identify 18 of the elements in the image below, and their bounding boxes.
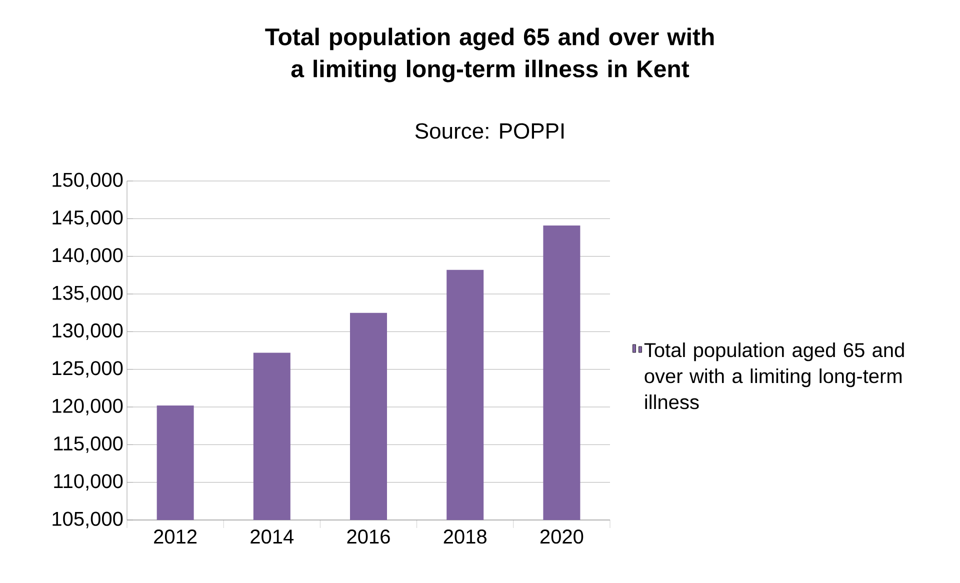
y-tick-label: 135,000	[52, 286, 123, 302]
chart-title: Total population aged 65 and over with a limiting long-term illness in Kent	[265, 28, 714, 82]
y-tick-label: 115,000	[54, 436, 123, 453]
y-tick-label: 120,000	[52, 398, 123, 416]
y-tick-label: 150,000	[52, 172, 123, 190]
x-tick-label: 2016	[347, 530, 390, 544]
x-tick-label: 2012	[154, 530, 197, 544]
y-tick-label: 130,000	[52, 323, 123, 340]
x-tick-label: 2018	[444, 530, 486, 544]
y-tick-label: 145,000	[52, 210, 123, 227]
x-tick-label: 2014	[250, 530, 294, 544]
y-tick-label: 140,000	[52, 248, 123, 265]
y-tick-label: 105,000	[52, 512, 123, 528]
y-tick-label: 125,000	[52, 361, 123, 378]
x-tick-label: 2020	[540, 530, 584, 544]
y-tick-label: 110,000	[54, 474, 123, 491]
chart-subtitle: Source: POPPI	[415, 123, 564, 139]
legend-label: Total population aged 65 and over with a limiting long-term illness	[644, 342, 904, 410]
